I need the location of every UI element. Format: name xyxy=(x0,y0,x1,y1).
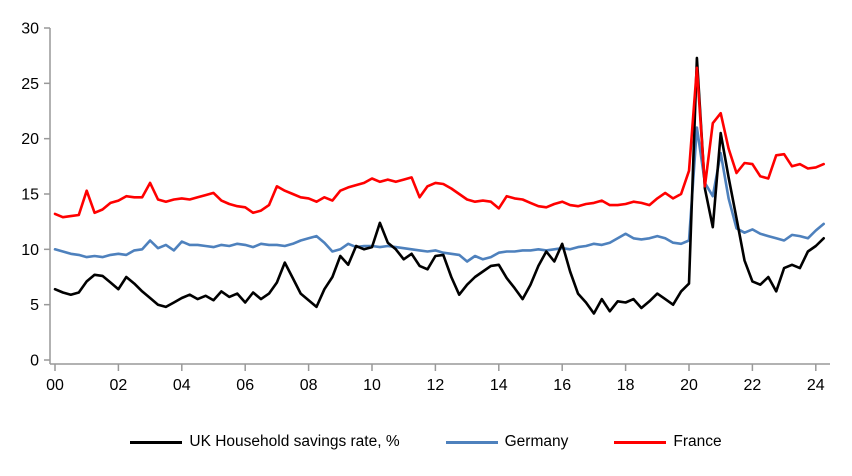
x-tick-label: 24 xyxy=(807,377,825,394)
x-tick-label: 12 xyxy=(427,377,445,394)
legend-entry-france: France xyxy=(614,433,722,451)
y-tick-label: 0 xyxy=(30,353,39,370)
y-tick-label: 20 xyxy=(21,131,39,148)
y-tick-label: 5 xyxy=(30,297,39,314)
legend-label-uk: UK Household savings rate, % xyxy=(189,433,400,450)
x-tick-label: 18 xyxy=(617,377,635,394)
x-tick-label: 04 xyxy=(173,377,191,394)
series-line-uk xyxy=(53,56,826,315)
chart-legend: UK Household savings rate, % Germany Fra… xyxy=(0,433,852,451)
y-tick-label: 30 xyxy=(21,21,39,38)
y-tick-label: 15 xyxy=(21,187,39,204)
series-line-france xyxy=(53,66,826,219)
legend-label-germany: Germany xyxy=(504,433,569,450)
x-tick-label: 02 xyxy=(110,377,128,394)
x-tick-label: 08 xyxy=(300,377,318,394)
y-tick-label: 10 xyxy=(21,242,39,259)
x-tick-label: 22 xyxy=(744,377,762,394)
series-line-germany xyxy=(53,126,826,263)
x-tick-label: 00 xyxy=(46,377,64,394)
x-tick-label: 06 xyxy=(236,377,254,394)
france-line-swatch xyxy=(614,440,667,444)
x-tick-label: 14 xyxy=(490,377,508,394)
legend-entry-germany: Germany xyxy=(445,433,569,451)
x-tick-label: 16 xyxy=(553,377,571,394)
legend-label-france: France xyxy=(673,433,722,450)
uk-line-swatch xyxy=(130,440,183,444)
germany-line-swatch xyxy=(445,440,498,444)
y-tick-label: 25 xyxy=(21,76,39,93)
x-tick-label: 10 xyxy=(363,377,381,394)
x-tick-label: 20 xyxy=(680,377,698,394)
legend-entry-uk: UK Household savings rate, % xyxy=(130,433,400,451)
